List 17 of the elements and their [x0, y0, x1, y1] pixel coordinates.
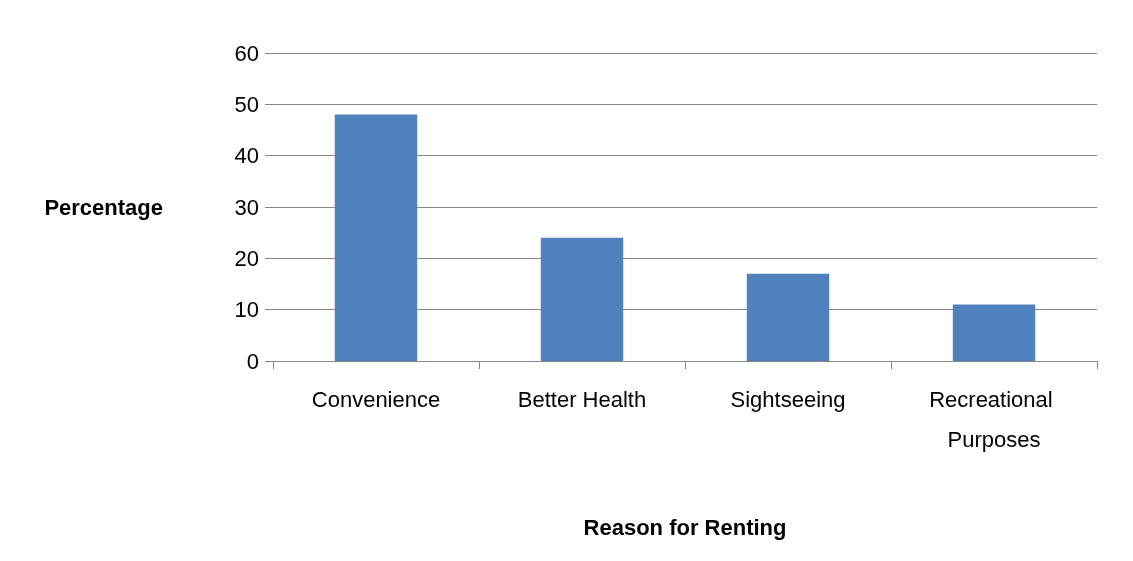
y-tick-label: 40 [234, 143, 259, 169]
y-axis-title: Percentage [44, 194, 163, 220]
bar [334, 114, 418, 361]
bar [746, 273, 830, 361]
y-tick-label: 10 [234, 297, 259, 323]
bar [952, 304, 1036, 361]
y-tick-label: 60 [234, 40, 259, 66]
y-tick-label: 20 [234, 245, 259, 271]
bar [540, 237, 624, 361]
x-tick-label: Recreational Purposes [929, 386, 1059, 452]
x-tick-label: Sightseeing [730, 386, 846, 412]
y-tick-label: 50 [234, 91, 259, 117]
x-tick-label: Convenience [311, 386, 441, 412]
y-tick-label: 30 [234, 194, 259, 220]
x-tick-label: Better Health [517, 386, 647, 412]
x-axis-title: Reason for Renting [583, 514, 787, 540]
y-tick-label: 0 [246, 348, 259, 374]
